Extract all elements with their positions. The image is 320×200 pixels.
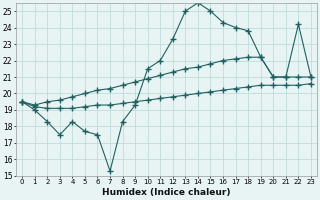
X-axis label: Humidex (Indice chaleur): Humidex (Indice chaleur) <box>102 188 231 197</box>
